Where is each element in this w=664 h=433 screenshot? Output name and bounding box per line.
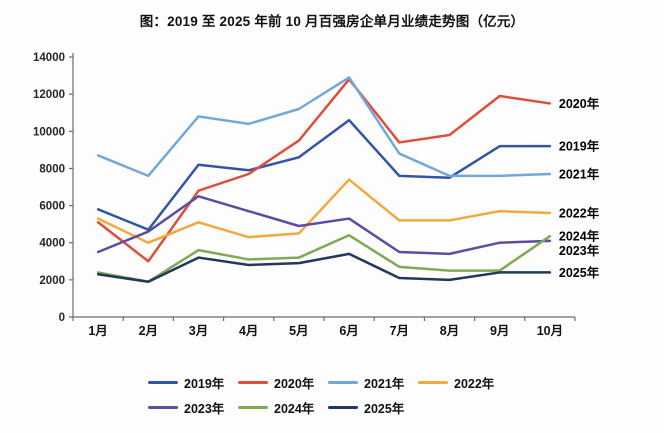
legend-swatch-icon — [238, 406, 268, 409]
legend-swatch-icon — [148, 381, 178, 384]
y-tick-label: 0 — [59, 312, 65, 324]
legend-swatch-icon — [238, 381, 268, 384]
series-end-label-2023: 2023年 — [559, 243, 600, 258]
series-line-2025 — [96, 252, 552, 283]
series-end-label-2019: 2019年 — [559, 139, 600, 154]
legend-item-2023: 2023年 — [148, 398, 238, 417]
legend-swatch-icon — [328, 381, 358, 384]
y-tick-label: 8000 — [39, 163, 65, 175]
legend-label: 2025年 — [364, 402, 405, 416]
y-tick-label: 14000 — [33, 52, 65, 64]
legend-item-2025: 2025年 — [328, 398, 418, 417]
series-end-label-2021: 2021年 — [559, 167, 600, 182]
y-tick-label: 4000 — [39, 238, 65, 250]
y-tick-label: 12000 — [33, 89, 65, 101]
legend-row: 2019年 2020年 2021年 2022年 — [148, 370, 664, 395]
series-line-2019 — [96, 118, 552, 231]
x-tick-label: 4月 — [239, 324, 258, 338]
x-tick-label: 1月 — [88, 324, 107, 338]
x-tick-label: 9月 — [490, 324, 509, 338]
legend-label: 2023年 — [184, 402, 225, 416]
y-tick-label: 2000 — [39, 275, 65, 287]
legend-label: 2021年 — [364, 377, 405, 391]
legend-swatch-icon — [418, 381, 448, 384]
y-tick-label: 6000 — [39, 201, 65, 213]
x-tick-label: 10月 — [537, 324, 563, 338]
legend-label: 2022年 — [454, 377, 495, 391]
series-line-2021 — [96, 76, 552, 178]
legend-label: 2020年 — [274, 377, 315, 391]
x-tick-label: 7月 — [390, 324, 409, 338]
chart-title: 图：2019 至 2025 年前 10 月百强房企单月业绩走势图（亿元） — [139, 14, 525, 29]
chart-canvas: 0 2000 4000 6000 8000 10000 12000 14000 1月 2月 3月 4月… — [33, 52, 600, 338]
x-tick-label: 6月 — [339, 324, 358, 338]
legend-swatch-icon — [328, 406, 358, 409]
chart-legend: 2019年 2020年 2021年 2022年 2023年 2024年 2025年 — [0, 370, 664, 420]
series-line-2024 — [96, 234, 552, 283]
series-line-2023 — [96, 195, 552, 256]
legend-swatch-icon — [148, 406, 178, 409]
x-tick-label: 3月 — [189, 324, 208, 338]
legend-item-2021: 2021年 — [328, 373, 418, 392]
series-end-label-2024: 2024年 — [559, 229, 600, 244]
series-line-2022 — [96, 178, 552, 244]
legend-item-2022: 2022年 — [418, 373, 508, 392]
legend-item-2024: 2024年 — [238, 398, 328, 417]
legend-label: 2019年 — [184, 377, 225, 391]
y-tick-label: 10000 — [33, 126, 65, 138]
series-line-2020 — [96, 78, 552, 263]
legend-label: 2024年 — [274, 402, 315, 416]
x-tick-label: 2月 — [139, 324, 158, 338]
legend-row: 2023年 2024年 2025年 — [148, 395, 664, 420]
legend-item-2020: 2020年 — [238, 373, 328, 392]
series-end-label-2022: 2022年 — [559, 206, 600, 221]
x-tick-label: 5月 — [289, 324, 308, 338]
series-end-label-2025: 2025年 — [559, 265, 600, 280]
series-end-label-2020: 2020年 — [559, 96, 600, 111]
x-tick-label: 8月 — [440, 324, 459, 338]
legend-item-2019: 2019年 — [148, 373, 238, 392]
